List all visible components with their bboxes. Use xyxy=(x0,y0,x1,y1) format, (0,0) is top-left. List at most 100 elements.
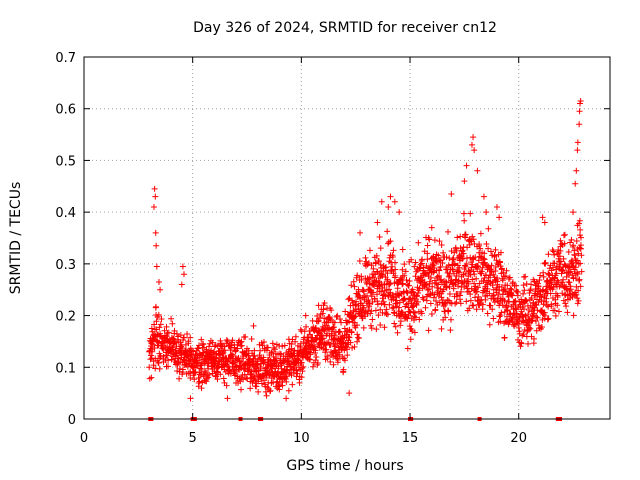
data-point xyxy=(481,250,488,257)
data-point xyxy=(552,266,559,273)
data-point xyxy=(347,309,354,316)
data-point xyxy=(473,275,480,282)
data-point xyxy=(460,210,467,217)
data-point xyxy=(270,344,277,351)
data-point xyxy=(436,256,443,263)
data-point xyxy=(319,335,326,342)
data-point xyxy=(436,238,443,245)
data-point xyxy=(456,264,463,271)
data-point xyxy=(383,264,390,271)
data-point xyxy=(174,352,181,359)
data-point xyxy=(425,327,432,334)
data-point xyxy=(398,308,405,315)
data-point xyxy=(396,304,403,311)
data-point xyxy=(156,324,163,331)
data-point xyxy=(296,379,303,386)
data-point xyxy=(412,259,419,266)
data-point xyxy=(336,315,343,322)
data-point xyxy=(264,344,271,351)
data-point xyxy=(266,388,273,395)
data-point xyxy=(146,364,153,371)
data-point xyxy=(557,237,564,244)
data-point xyxy=(431,237,438,244)
data-point xyxy=(470,268,477,275)
data-point xyxy=(509,292,516,299)
y-tick-label: 0.2 xyxy=(55,310,76,325)
data-point xyxy=(484,285,491,292)
data-point xyxy=(412,314,419,321)
data-point xyxy=(300,363,307,370)
data-point xyxy=(355,335,362,342)
data-point xyxy=(471,147,478,154)
data-point xyxy=(238,342,245,349)
data-point xyxy=(384,311,391,318)
data-point xyxy=(426,278,433,285)
data-point xyxy=(148,355,155,362)
axis-ticks: 0 0.1 0.2 0.3 0.4 0.5 0.6 0.7 0 5 10 15 20 xyxy=(55,51,610,446)
data-point xyxy=(369,274,376,281)
data-point xyxy=(540,273,547,280)
data-point xyxy=(409,328,416,335)
data-point xyxy=(440,303,447,310)
data-point xyxy=(333,313,340,320)
data-point xyxy=(437,263,444,270)
data-point xyxy=(520,282,527,289)
data-point xyxy=(392,323,399,330)
data-point xyxy=(241,371,248,378)
data-point xyxy=(382,264,389,271)
data-point xyxy=(276,386,283,393)
data-point xyxy=(221,347,228,354)
data-point xyxy=(390,247,397,254)
data-point xyxy=(533,313,540,320)
data-point xyxy=(195,342,202,349)
data-point xyxy=(520,331,527,338)
data-point xyxy=(451,260,458,267)
data-point xyxy=(465,280,472,287)
data-point xyxy=(244,375,251,382)
data-point xyxy=(541,260,548,267)
data-point xyxy=(578,252,585,259)
data-point xyxy=(479,264,486,271)
data-point xyxy=(312,347,319,354)
data-point xyxy=(365,297,372,304)
data-point xyxy=(179,366,186,373)
data-point xyxy=(252,377,259,384)
data-point xyxy=(373,326,380,333)
data-point xyxy=(469,276,476,283)
data-point xyxy=(176,375,183,382)
data-point xyxy=(254,362,261,369)
data-point xyxy=(191,376,198,383)
data-point xyxy=(165,329,172,336)
data-point xyxy=(257,347,264,354)
data-point xyxy=(369,298,376,305)
data-point xyxy=(267,387,274,394)
data-point xyxy=(158,333,165,340)
data-point xyxy=(552,312,559,319)
data-point xyxy=(184,331,191,338)
data-point xyxy=(532,301,539,308)
data-point xyxy=(220,349,227,356)
data-point xyxy=(577,234,584,241)
data-point xyxy=(473,306,480,313)
data-point xyxy=(181,334,188,341)
data-point xyxy=(269,340,276,347)
data-point xyxy=(394,300,401,307)
data-point xyxy=(377,245,384,252)
data-point xyxy=(371,295,378,302)
data-point xyxy=(401,272,408,279)
data-point xyxy=(402,268,409,275)
data-point xyxy=(520,290,527,297)
data-point xyxy=(373,252,380,259)
data-point xyxy=(536,276,543,283)
data-point xyxy=(390,309,397,316)
data-point xyxy=(229,337,236,344)
data-point xyxy=(540,269,547,276)
data-point xyxy=(472,294,479,301)
data-point xyxy=(573,269,580,276)
data-point xyxy=(514,288,521,295)
data-point xyxy=(567,286,574,293)
data-point xyxy=(478,268,485,275)
data-point xyxy=(538,324,545,331)
data-point xyxy=(237,339,244,346)
data-point xyxy=(155,311,162,318)
